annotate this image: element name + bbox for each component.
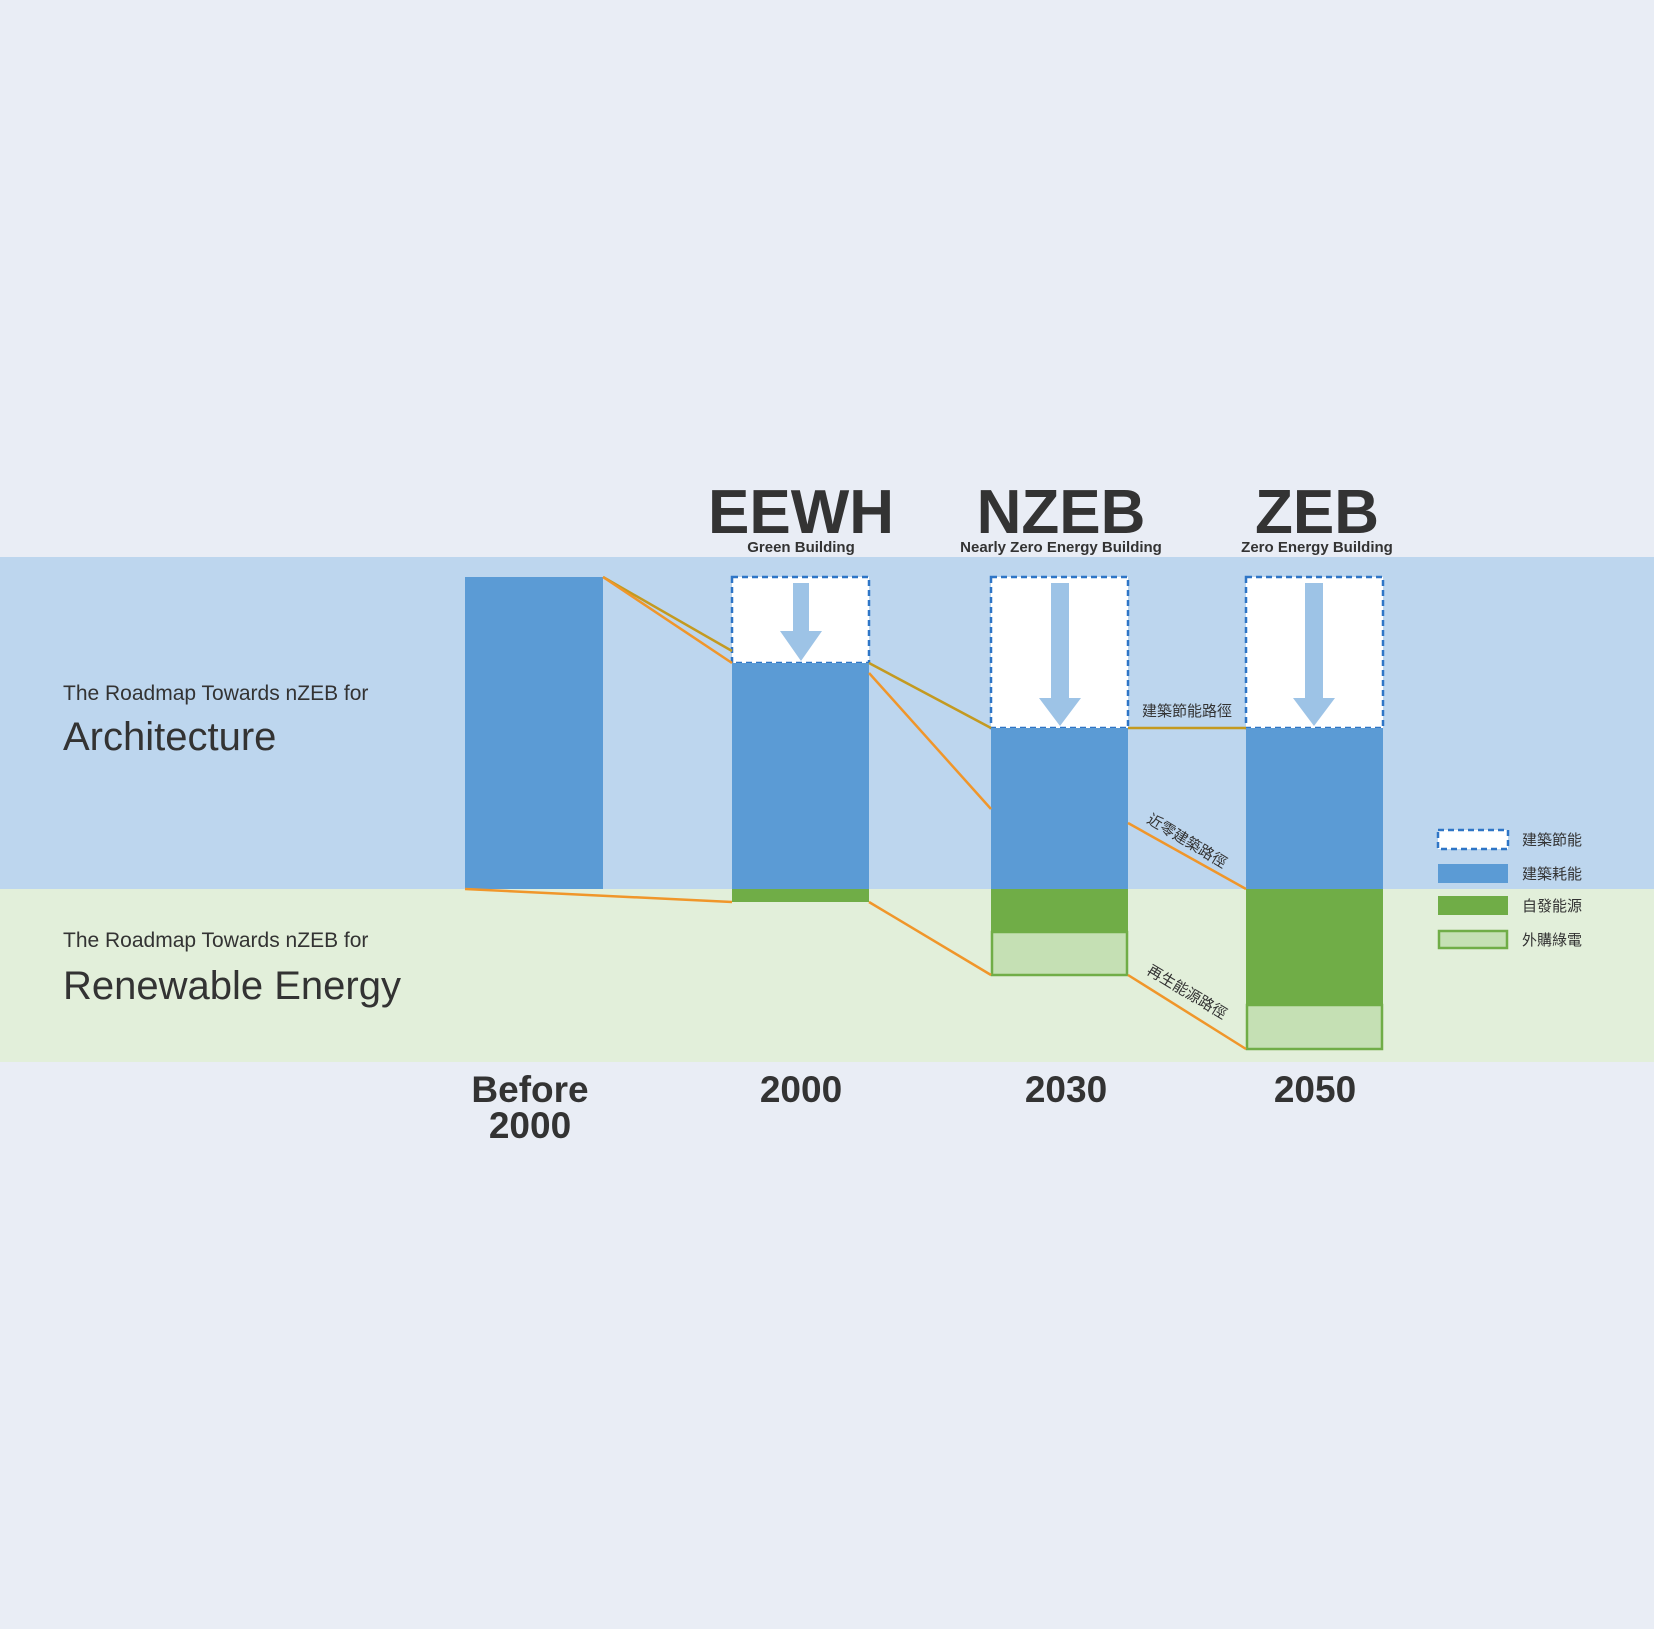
path-line bbox=[868, 900, 992, 977]
path-line bbox=[602, 575, 733, 653]
self-energy-bar bbox=[732, 889, 869, 902]
arrow bbox=[1293, 583, 1335, 726]
consumption-bar bbox=[1246, 728, 1383, 889]
path-line bbox=[602, 575, 733, 665]
year-label: 2000 bbox=[760, 1069, 842, 1110]
year-label: 2050 bbox=[1274, 1069, 1356, 1110]
legend-label: 建築節能 bbox=[1522, 831, 1582, 849]
green-power-bar bbox=[990, 930, 1129, 977]
year-label: 2030 bbox=[1025, 1069, 1107, 1110]
path-line bbox=[1127, 973, 1247, 1051]
section-prefix: The Roadmap Towards nZEB for bbox=[63, 929, 368, 952]
arrow bbox=[780, 583, 822, 661]
section-label: Renewable Energy bbox=[63, 964, 401, 1008]
self-energy-bar bbox=[991, 889, 1128, 932]
path-line bbox=[1127, 821, 1247, 891]
arrow bbox=[1039, 583, 1081, 726]
stage-subtitle: Zero Energy Building bbox=[1241, 539, 1393, 556]
stage-title: NZEB bbox=[977, 478, 1146, 547]
section-label: Architecture bbox=[63, 715, 276, 759]
legend-swatch bbox=[1437, 929, 1509, 950]
path-line bbox=[868, 672, 992, 810]
year-label: Before bbox=[471, 1069, 588, 1110]
stage-title: ZEB bbox=[1255, 478, 1379, 547]
consumption-bar bbox=[732, 663, 869, 889]
consumption-bar bbox=[465, 577, 603, 889]
stage-subtitle: Nearly Zero Energy Building bbox=[960, 539, 1162, 556]
path-line bbox=[464, 887, 733, 904]
legend-swatch bbox=[1436, 828, 1510, 851]
stage-subtitle: Green Building bbox=[747, 539, 855, 556]
legend-label: 建築耗能 bbox=[1522, 865, 1582, 883]
consumption-bar bbox=[991, 728, 1128, 889]
legend-swatch bbox=[1438, 896, 1508, 915]
legend-label: 外購綠電 bbox=[1522, 932, 1582, 949]
legend-swatch bbox=[1438, 864, 1508, 883]
stage-title: EEWH bbox=[708, 478, 894, 547]
self-energy-bar bbox=[1246, 889, 1383, 1005]
legend-label: 自發能源 bbox=[1522, 898, 1582, 915]
section-prefix: The Roadmap Towards nZEB for bbox=[63, 682, 368, 705]
path-label: 建築節能路徑 bbox=[1142, 702, 1232, 720]
path-line bbox=[868, 661, 992, 730]
year-label: 2000 bbox=[489, 1105, 571, 1146]
green-power-bar bbox=[1245, 1003, 1384, 1051]
